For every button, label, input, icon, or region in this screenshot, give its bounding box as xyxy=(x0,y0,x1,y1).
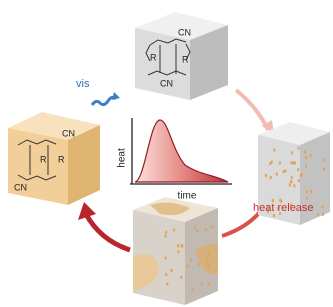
crystal-dot xyxy=(279,162,281,165)
label: CN xyxy=(178,27,191,37)
crystal-dot xyxy=(206,260,208,263)
crystal-dot xyxy=(181,244,183,247)
crystal-dot xyxy=(196,229,198,232)
crystal-dot xyxy=(297,147,299,150)
crystal-dot xyxy=(273,214,275,217)
crystal-dot xyxy=(201,282,203,285)
crystal-dot xyxy=(293,184,295,187)
crystal-dot xyxy=(173,228,175,231)
crystal-dot xyxy=(180,276,182,279)
crystal-dot xyxy=(276,173,278,176)
crystal-dot xyxy=(271,161,273,164)
crystal-dot xyxy=(294,161,296,164)
crystal-dot xyxy=(323,168,325,171)
cycle-arrow xyxy=(236,90,268,130)
crystal-dot xyxy=(205,228,207,231)
crystal-dot xyxy=(322,213,324,216)
crystal-dot xyxy=(177,250,179,253)
crystal-dot xyxy=(304,150,306,153)
label: CN xyxy=(62,128,75,138)
crystal-dot xyxy=(208,283,210,286)
arrow-label: heat release xyxy=(253,202,314,214)
label: R xyxy=(58,154,65,164)
crystal-dot xyxy=(297,168,299,171)
crystal-dot xyxy=(194,226,196,229)
crystal-dot xyxy=(270,176,272,179)
crystal-dot xyxy=(165,257,167,260)
crystal-dot xyxy=(186,265,188,268)
crystal-dot xyxy=(310,190,312,193)
crystal-dot xyxy=(321,205,323,208)
crystal-dot xyxy=(305,165,307,168)
label: R xyxy=(150,52,157,62)
crystal-dot xyxy=(306,197,308,200)
figure: CN R R CN CN R R CN vis heat tim xyxy=(0,0,333,307)
crystal-dot xyxy=(301,173,303,176)
crystal-dot xyxy=(165,273,167,276)
label: R xyxy=(182,54,189,64)
crystal-dot xyxy=(208,264,210,267)
crystal-dot xyxy=(208,252,210,255)
heat-plot: heat time xyxy=(117,118,232,202)
crystal-dot xyxy=(310,154,312,157)
crystal-dot xyxy=(191,288,193,291)
light-label: vis xyxy=(76,78,90,90)
crystal-dot xyxy=(265,174,267,177)
crystal-dot xyxy=(323,158,325,161)
crystal-dot xyxy=(211,225,213,228)
y-axis-label: heat xyxy=(117,148,128,168)
crystal-dot xyxy=(165,234,167,237)
crystal-dot xyxy=(285,170,287,173)
cube-left: CN R R CN xyxy=(8,112,100,205)
crystal-dot xyxy=(166,283,168,286)
cube-top: CN R R CN xyxy=(135,12,228,100)
label: CN xyxy=(160,78,173,88)
cube-bottom xyxy=(133,197,218,305)
crystal-dot xyxy=(290,180,292,183)
arrow-head xyxy=(112,92,120,100)
crystal-dot xyxy=(298,179,300,182)
crystal-dot xyxy=(273,149,275,152)
label: CN xyxy=(14,182,27,192)
crystal-dot xyxy=(317,213,319,216)
crystal-dot xyxy=(165,231,167,234)
crystal-dot xyxy=(177,244,179,247)
crystal-dot xyxy=(291,176,293,179)
cycle-arrow xyxy=(86,214,130,250)
crystal-dot xyxy=(190,258,192,261)
crystal-dot xyxy=(292,162,294,165)
heat-curve xyxy=(135,120,228,182)
crystal-dot xyxy=(306,190,308,193)
label: R xyxy=(40,154,47,164)
crystal-dot xyxy=(289,184,291,187)
crystal-dot xyxy=(291,151,293,154)
crystal-dot xyxy=(198,262,200,265)
crystal-dot xyxy=(171,269,173,272)
crystal-dot xyxy=(305,156,307,159)
crystal-dot xyxy=(283,170,285,173)
x-axis-label: time xyxy=(178,191,197,202)
cube-face xyxy=(8,128,68,205)
